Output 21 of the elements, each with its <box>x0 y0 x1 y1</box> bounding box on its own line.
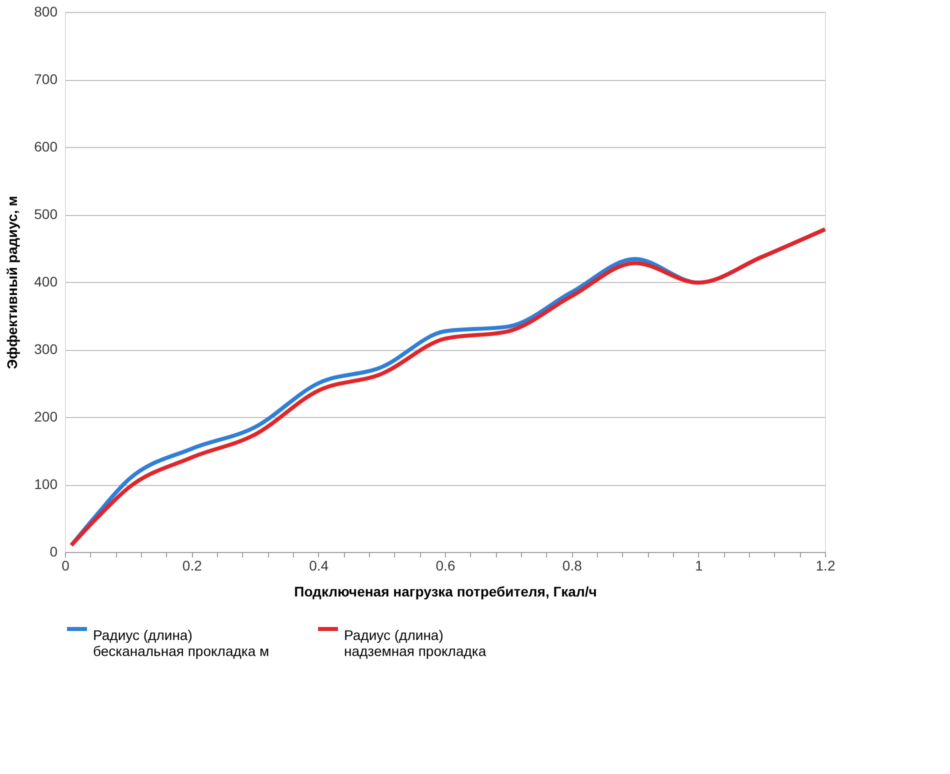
y-tick-label: 700 <box>34 71 58 87</box>
x-tick-label: 0.8 <box>562 558 582 574</box>
x-tick-label: 1.2 <box>816 558 836 574</box>
legend-label: Радиус (длина) надземная прокладка <box>344 627 486 659</box>
y-tick-label: 200 <box>34 408 58 424</box>
x-tick-label: 0.6 <box>436 558 456 574</box>
line-series <box>69 227 827 548</box>
x-tick-label: 0 <box>62 558 70 574</box>
y-tick-label: 300 <box>34 341 58 357</box>
y-axis-title: Эффективный радиус, м <box>4 196 20 370</box>
y-tick-label: 500 <box>34 206 58 222</box>
y-tick-label: 100 <box>34 476 58 492</box>
legend-label: Радиус (длина) бесканальная прокладка м <box>93 627 270 659</box>
y-tick-label: 400 <box>34 274 58 290</box>
x-tick-label: 0.4 <box>309 558 329 574</box>
x-axis-title: Подключеная нагрузка потребителя, Гкал/ч <box>294 584 597 600</box>
y-tick-label: 600 <box>34 138 58 154</box>
y-tick-label: 0 <box>50 544 58 560</box>
x-tick-label: 1 <box>694 558 703 574</box>
y-tick-label: 800 <box>34 4 58 20</box>
x-tick-label: 0.2 <box>182 558 202 574</box>
